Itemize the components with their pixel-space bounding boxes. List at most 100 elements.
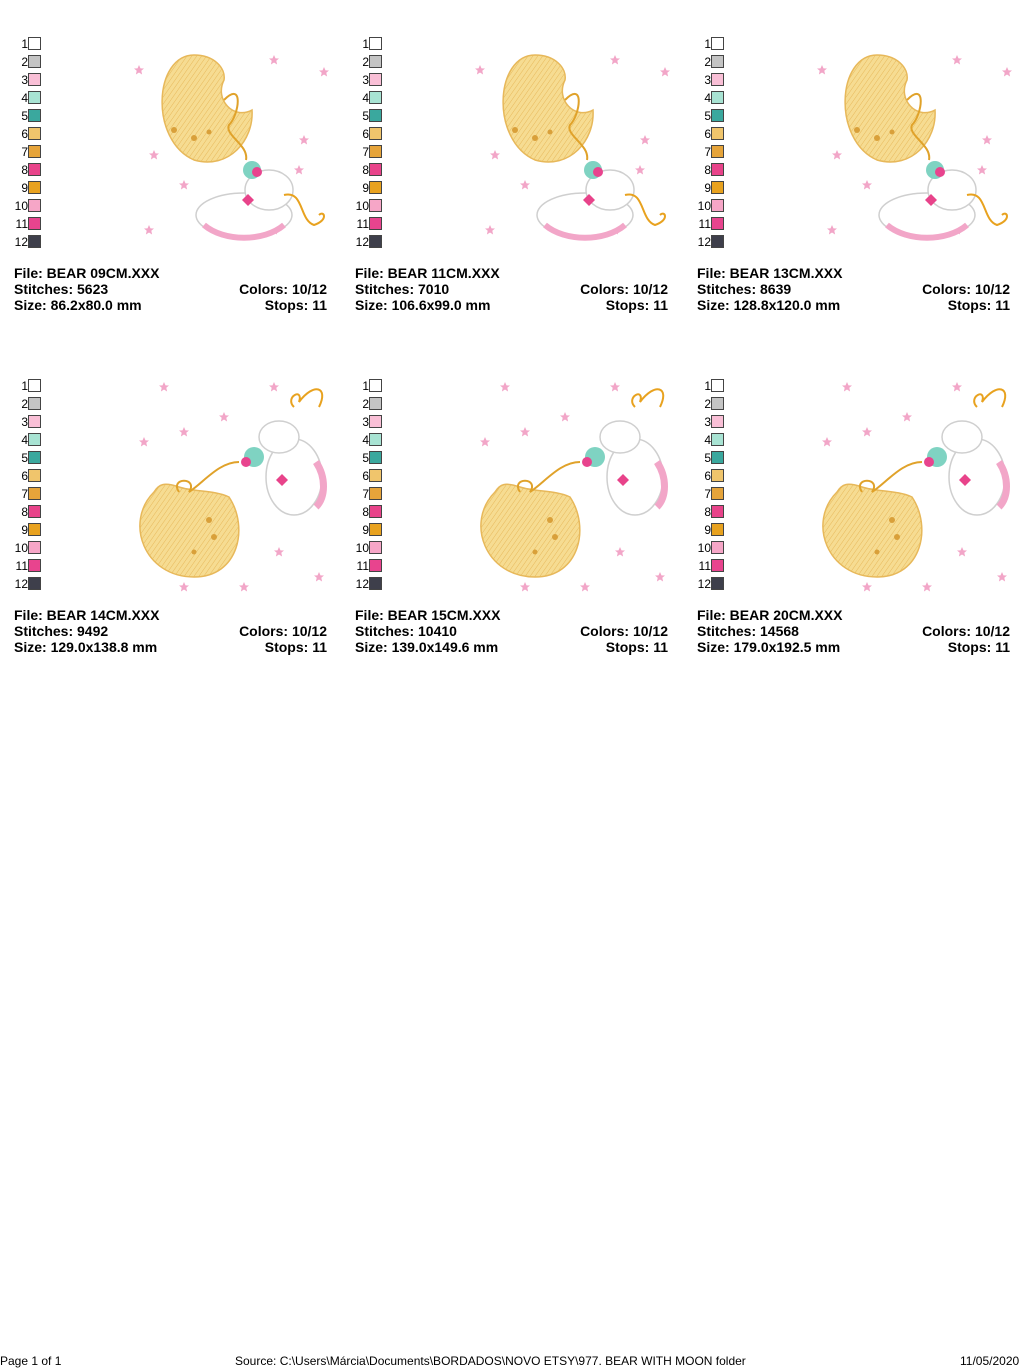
palette-row: 3 bbox=[14, 414, 44, 432]
palette-number: 3 bbox=[21, 73, 28, 87]
color-swatch bbox=[369, 451, 382, 464]
stop-count: Stops: 11 bbox=[264, 297, 327, 313]
palette-number: 6 bbox=[704, 469, 711, 483]
palette-row: 9 bbox=[14, 180, 44, 198]
palette-number: 4 bbox=[362, 433, 369, 447]
color-swatch bbox=[711, 451, 724, 464]
palette-row: 4 bbox=[14, 432, 44, 450]
palette-row: 11 bbox=[697, 216, 727, 234]
palette-number: 4 bbox=[704, 91, 711, 105]
color-swatch bbox=[711, 109, 724, 122]
palette-number: 5 bbox=[362, 109, 369, 123]
palette-number: 12 bbox=[14, 235, 28, 249]
palette-number: 9 bbox=[704, 181, 711, 195]
color-swatch bbox=[28, 127, 41, 140]
palette-number: 5 bbox=[704, 451, 711, 465]
color-count: Colors: 10/12 bbox=[922, 623, 1010, 639]
design-size: Size: 129.0x138.8 mm bbox=[14, 639, 158, 655]
palette-number: 10 bbox=[14, 541, 28, 555]
palette-number: 1 bbox=[362, 37, 369, 51]
palette-row: 6 bbox=[697, 468, 727, 486]
palette-number: 11 bbox=[15, 217, 28, 231]
palette-row: 7 bbox=[355, 144, 385, 162]
palette-number: 4 bbox=[362, 91, 369, 105]
palette-row: 12 bbox=[697, 234, 727, 252]
palette-number: 5 bbox=[362, 451, 369, 465]
palette-row: 3 bbox=[355, 72, 385, 90]
palette-number: 2 bbox=[704, 55, 711, 69]
palette-number: 2 bbox=[21, 55, 28, 69]
palette-number: 3 bbox=[704, 73, 711, 87]
color-swatch bbox=[711, 487, 724, 500]
palette-row: 7 bbox=[14, 486, 44, 504]
palette-number: 5 bbox=[704, 109, 711, 123]
palette-number: 12 bbox=[697, 577, 711, 591]
palette-number: 4 bbox=[21, 433, 28, 447]
color-swatch bbox=[369, 559, 382, 572]
color-count: Colors: 10/12 bbox=[922, 281, 1010, 297]
color-swatch bbox=[369, 577, 382, 590]
color-swatch bbox=[369, 379, 382, 392]
color-count: Colors: 10/12 bbox=[239, 281, 327, 297]
palette-row: 3 bbox=[697, 414, 727, 432]
palette-row: 4 bbox=[14, 90, 44, 108]
color-swatch bbox=[369, 541, 382, 554]
palette-row: 12 bbox=[355, 576, 385, 594]
color-swatch bbox=[28, 37, 41, 50]
palette-number: 7 bbox=[362, 145, 369, 159]
palette-row: 10 bbox=[14, 198, 44, 216]
color-count: Colors: 10/12 bbox=[580, 623, 668, 639]
moon-bear-embroidery-image bbox=[465, 20, 680, 250]
palette-row: 4 bbox=[697, 432, 727, 450]
source-path: Source: C:\Users\Márcia\Documents\BORDAD… bbox=[235, 1354, 746, 1368]
moon-bear-embroidery-image bbox=[807, 362, 1022, 592]
palette-number: 8 bbox=[704, 163, 711, 177]
palette-row: 11 bbox=[14, 216, 44, 234]
palette-row: 4 bbox=[697, 90, 727, 108]
palette-row: 6 bbox=[697, 126, 727, 144]
palette-number: 11 bbox=[15, 559, 28, 573]
design-card: 1 2 3 4 5 6 7 8 9 10 11 12 File: BEAR 14CM.XXX Stit… bbox=[14, 352, 344, 655]
file-name: File: BEAR 14CM.XXX bbox=[14, 607, 160, 623]
color-swatch bbox=[711, 181, 724, 194]
color-swatch bbox=[711, 235, 724, 248]
color-swatch bbox=[28, 145, 41, 158]
palette-row: 2 bbox=[14, 396, 44, 414]
color-swatch bbox=[28, 235, 41, 248]
palette-number: 1 bbox=[21, 37, 28, 51]
palette-row: 6 bbox=[14, 126, 44, 144]
palette-number: 5 bbox=[21, 451, 28, 465]
palette-row: 12 bbox=[697, 576, 727, 594]
color-swatch bbox=[28, 199, 41, 212]
palette-row: 5 bbox=[14, 108, 44, 126]
palette-number: 2 bbox=[362, 55, 369, 69]
palette-row: 1 bbox=[697, 36, 727, 54]
color-swatch bbox=[711, 397, 724, 410]
color-swatch bbox=[369, 505, 382, 518]
color-swatch bbox=[369, 163, 382, 176]
design-card: 1 2 3 4 5 6 7 8 9 10 11 12 File: BEAR 13CM.XXX Stit… bbox=[697, 10, 1024, 313]
palette-number: 12 bbox=[355, 235, 369, 249]
palette-row: 11 bbox=[697, 558, 727, 576]
palette-number: 11 bbox=[698, 217, 711, 231]
design-size: Size: 139.0x149.6 mm bbox=[355, 639, 499, 655]
palette-number: 6 bbox=[21, 127, 28, 141]
palette-row: 2 bbox=[355, 54, 385, 72]
color-swatch bbox=[28, 415, 41, 428]
palette-number: 12 bbox=[355, 577, 369, 591]
color-swatch bbox=[711, 433, 724, 446]
palette-row: 3 bbox=[697, 72, 727, 90]
stop-count: Stops: 11 bbox=[264, 639, 327, 655]
color-swatch bbox=[711, 37, 724, 50]
palette-number: 9 bbox=[21, 181, 28, 195]
palette-number: 9 bbox=[362, 523, 369, 537]
palette-row: 4 bbox=[355, 90, 385, 108]
design-card: 1 2 3 4 5 6 7 8 9 10 11 12 File: BEAR 20CM.XXX Stit… bbox=[697, 352, 1024, 655]
palette-number: 6 bbox=[704, 127, 711, 141]
palette-row: 9 bbox=[697, 180, 727, 198]
color-swatch bbox=[28, 55, 41, 68]
moon-bear-embroidery-image bbox=[124, 20, 339, 250]
palette-row: 1 bbox=[14, 378, 44, 396]
palette-row: 2 bbox=[14, 54, 44, 72]
palette-row: 2 bbox=[697, 396, 727, 414]
